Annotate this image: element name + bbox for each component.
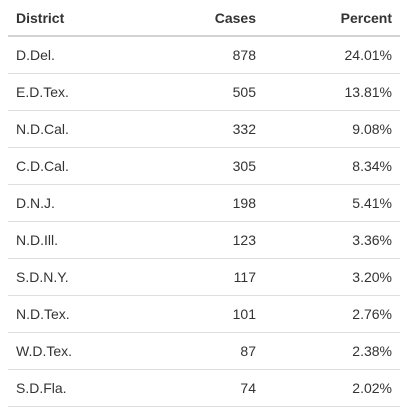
table-row: C.D.Cal. 305 8.34% (8, 147, 400, 185)
table-row: D.N.J. 198 5.41% (8, 184, 400, 222)
table-row: W.D.Tex. 87 2.38% (8, 332, 400, 370)
table-cell: 9.08% (264, 110, 400, 148)
table-cell: 5.41% (264, 184, 400, 222)
table-cell: 2.02% (264, 369, 400, 407)
table-cell: N.D.Tex. (8, 295, 148, 333)
table-cell: 305 (148, 147, 264, 185)
table-cell: 505 (148, 73, 264, 111)
table-cell: S.D.N.Y. (8, 258, 148, 296)
table-cell: 3.36% (264, 221, 400, 259)
table-cell: 101 (148, 295, 264, 333)
table-cell: 878 (148, 36, 264, 74)
table-cell: 2.38% (264, 332, 400, 370)
header-row: District Cases Percent (8, 0, 400, 37)
table-cell: 74 (148, 369, 264, 407)
table-row: S.D.Fla. 74 2.02% (8, 369, 400, 407)
table-container: District Cases Percent D.Del. 878 24.01% E.D.… (8, 0, 400, 407)
table-cell: 2.76% (264, 295, 400, 333)
table-cell: 13.81% (264, 73, 400, 111)
table-cell: 24.01% (264, 36, 400, 74)
table-cell: 198 (148, 184, 264, 222)
table: District Cases Percent D.Del. 878 24.01% E.D.… (8, 0, 400, 407)
table-cell: E.D.Tex. (8, 73, 148, 111)
table-cell: N.D.Cal. (8, 110, 148, 148)
table-cell: D.Del. (8, 36, 148, 74)
table-cell: 332 (148, 110, 264, 148)
table-row: S.D.N.Y. 117 3.20% (8, 258, 400, 296)
table-row: N.D.Ill. 123 3.36% (8, 221, 400, 259)
table-row: N.D.Cal. 332 9.08% (8, 110, 400, 148)
table-cell: N.D.Ill. (8, 221, 148, 259)
table-row: E.D.Tex. 505 13.81% (8, 73, 400, 111)
column-header: Cases (148, 0, 264, 37)
table-cell: 117 (148, 258, 264, 296)
table-cell: W.D.Tex. (8, 332, 148, 370)
table-cell: S.D.Fla. (8, 369, 148, 407)
column-header: District (8, 0, 148, 37)
table-cell: C.D.Cal. (8, 147, 148, 185)
table-cell: 123 (148, 221, 264, 259)
table-cell: 8.34% (264, 147, 400, 185)
table-head: District Cases Percent (8, 0, 400, 37)
table-cell: D.N.J. (8, 184, 148, 222)
table-cell: 3.20% (264, 258, 400, 296)
table-cell: 87 (148, 332, 264, 370)
table-row: D.Del. 878 24.01% (8, 36, 400, 74)
column-header: Percent (264, 0, 400, 37)
table-row: N.D.Tex. 101 2.76% (8, 295, 400, 333)
table-body: D.Del. 878 24.01% E.D.Tex. 505 13.81% N.D.Cal.… (8, 36, 400, 407)
